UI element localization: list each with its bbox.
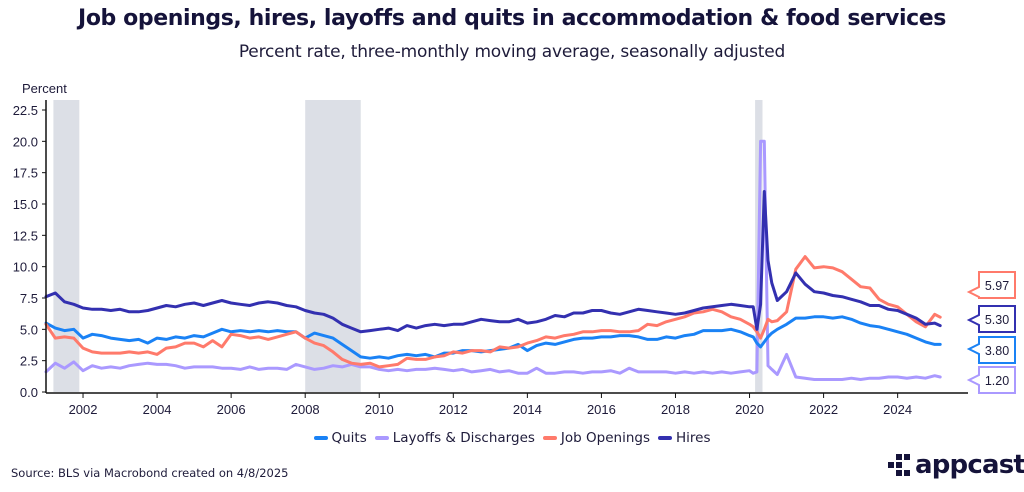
end-label-value: 5.97: [985, 279, 1009, 293]
y-tick-label: 17.5: [13, 166, 38, 181]
legend-item-hires[interactable]: Hires: [657, 430, 711, 446]
y-tick-label: 2.5: [20, 354, 38, 369]
x-tick-label: 2024: [883, 402, 912, 417]
chart-title: Job openings, hires, layoffs and quits i…: [78, 6, 946, 31]
legend-swatch-layoffs: [374, 436, 389, 440]
y-axis-ticks: 0.0 2.5 5.0 7.5 10.0 12.5 15.0 17.5 20.0 22.5: [13, 103, 46, 400]
end-label-hires: 5.30: [966, 305, 1016, 333]
x-tick-label: 2004: [143, 402, 172, 417]
legend-label: Job Openings: [560, 430, 650, 446]
legend-label: Quits: [331, 430, 367, 446]
logo-text: appcast: [915, 450, 1024, 480]
end-label-job-openings: 5.97: [966, 271, 1016, 299]
recession-band: [53, 100, 80, 392]
end-label-layoffs-discharges: 1.20: [966, 366, 1016, 394]
y-tick-label: 20.0: [13, 134, 38, 149]
x-tick-label: 2014: [513, 402, 542, 417]
x-tick-label: 2022: [809, 402, 838, 417]
x-tick-label: 2012: [439, 402, 468, 417]
x-tick-label: 2002: [69, 402, 98, 417]
x-tick-label: 2006: [217, 402, 246, 417]
legend-swatch-hires: [657, 436, 672, 440]
x-axis-ticks: 2002 2004 2006 2008 2010 2012 2014 2016 2018 2020…: [69, 393, 912, 417]
legend: Quits Layoffs & Discharges Job Openings …: [0, 430, 1024, 446]
series-lines: [44, 139, 942, 381]
y-tick-label: 0.0: [20, 385, 38, 400]
legend-item-quits[interactable]: Quits: [313, 430, 367, 446]
end-label-value: 5.30: [985, 313, 1009, 327]
appcast-logo: appcast ™: [888, 452, 1024, 478]
legend-item-layoffs[interactable]: Layoffs & Discharges: [374, 430, 535, 446]
y-tick-label: 5.0: [20, 322, 38, 337]
x-tick-label: 2018: [661, 402, 690, 417]
y-tick-label: 22.5: [13, 103, 38, 118]
y-tick-label: 12.5: [13, 228, 38, 243]
legend-item-job-openings[interactable]: Job Openings: [542, 430, 650, 446]
x-tick-label: 2008: [291, 402, 320, 417]
y-tick-label: 15.0: [13, 197, 38, 212]
x-tick-label: 2020: [735, 402, 764, 417]
source-note: Source: BLS via Macrobond created on 4/8…: [11, 466, 289, 480]
y-axis-label: Percent: [22, 81, 67, 96]
end-label-box: [966, 366, 1016, 394]
end-label-box: [966, 305, 1016, 333]
end-value-labels: 5.97 5.30 3.80 1.20: [966, 271, 1016, 394]
recession-bands: [53, 100, 763, 392]
legend-label: Layoffs & Discharges: [392, 430, 535, 446]
end-label-box: [966, 336, 1016, 364]
series-line-job-openings: [44, 255, 942, 369]
legend-label: Hires: [675, 430, 711, 446]
series-line-hires: [44, 190, 942, 334]
legend-swatch-job-openings: [542, 436, 557, 440]
x-tick-label: 2010: [365, 402, 394, 417]
recession-band: [305, 100, 361, 392]
x-tick-label: 2016: [587, 402, 616, 417]
end-label-quits: 3.80: [966, 336, 1016, 364]
series-line-layoffs-discharges: [44, 139, 942, 381]
end-label-box: [966, 271, 1016, 299]
chart-subtitle: Percent rate, three-monthly moving avera…: [238, 42, 786, 62]
legend-swatch-quits: [313, 436, 328, 440]
y-tick-label: 10.0: [13, 260, 38, 275]
end-label-value: 3.80: [985, 344, 1009, 358]
end-label-value: 1.20: [985, 374, 1009, 388]
y-tick-label: 7.5: [20, 291, 38, 306]
logo-mark-icon: [888, 454, 910, 476]
